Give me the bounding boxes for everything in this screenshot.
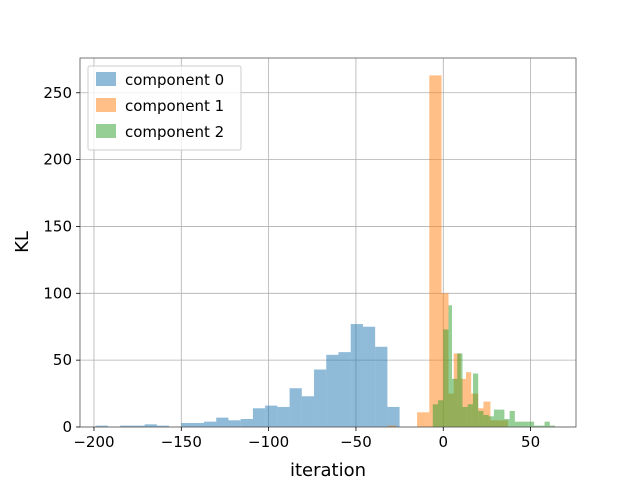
legend-box	[87, 65, 242, 151]
histogram-bar	[132, 425, 145, 427]
series-0-bars	[95, 324, 400, 427]
legend: component 0 component 1 component 2	[87, 65, 242, 151]
y-tick-label: 150	[43, 217, 72, 235]
histogram-bar	[467, 404, 473, 427]
histogram-bars	[95, 75, 556, 427]
histogram-bar	[488, 416, 494, 427]
histogram-bar	[483, 414, 489, 427]
histogram-bar	[289, 388, 302, 427]
histogram-bar	[156, 425, 170, 427]
x-axis-label: iteration	[290, 460, 366, 480]
histogram-bar	[460, 378, 466, 427]
y-tick-label: 50	[53, 351, 72, 369]
histogram-bar	[544, 421, 550, 427]
histogram-bar	[265, 405, 278, 427]
legend-label: component 2	[125, 123, 224, 141]
y-tick-label: 100	[43, 284, 72, 302]
histogram-bar	[432, 404, 439, 427]
histogram-bar	[204, 421, 217, 427]
legend-label: component 1	[125, 97, 224, 115]
histogram-bar	[95, 425, 108, 427]
histogram-bar	[429, 75, 442, 427]
y-axis-ticks: 0 50 100 150 200 250	[43, 84, 80, 436]
legend-swatch	[96, 72, 116, 86]
y-axis-label: KL	[12, 231, 33, 253]
histogram-bar	[240, 418, 253, 427]
histogram-bar	[301, 396, 315, 427]
histogram-bar	[326, 354, 339, 427]
histogram-bar	[181, 422, 204, 427]
legend-swatch	[96, 98, 116, 112]
histogram-bar	[452, 378, 458, 427]
histogram-bar	[314, 369, 327, 427]
x-axis-ticks: −200 −150 −100 −50 0 50	[73, 427, 540, 451]
histogram-bar	[493, 409, 500, 427]
histogram-bar	[443, 329, 449, 427]
x-tick-label: −200	[73, 433, 114, 451]
plot-frame	[79, 57, 577, 428]
x-tick-label: 0	[438, 433, 448, 451]
histogram-bar	[465, 372, 472, 427]
legend-label: component 0	[125, 71, 224, 89]
histogram-bar	[438, 400, 444, 427]
histogram-bar	[483, 401, 491, 427]
y-tick-label: 250	[43, 84, 72, 102]
histogram-bar	[277, 406, 290, 427]
histogram-bar	[228, 420, 241, 427]
x-tick-label: −100	[248, 433, 289, 451]
histogram-bar	[362, 326, 376, 427]
histogram-bar	[509, 410, 515, 427]
legend-swatch	[96, 124, 116, 138]
histogram-bar	[534, 425, 540, 427]
histogram-bar	[472, 373, 479, 427]
histogram-bar	[539, 425, 545, 427]
histogram-bar	[478, 410, 484, 427]
histogram-bar	[528, 421, 535, 427]
histogram-bar	[504, 418, 510, 427]
histogram-bar	[387, 425, 397, 427]
histogram-bar	[462, 406, 468, 427]
y-tick-label: 200	[43, 151, 72, 169]
histogram-bar	[417, 412, 430, 427]
histogram-bar	[457, 353, 463, 427]
histogram-bar	[144, 424, 157, 427]
histogram-bar	[499, 409, 505, 427]
histogram-bar	[216, 417, 229, 427]
x-tick-label: −50	[340, 433, 372, 451]
histogram-bar	[387, 406, 400, 427]
x-tick-label: 50	[521, 433, 540, 451]
y-tick-label: 0	[62, 418, 72, 436]
histogram-bar	[338, 352, 351, 427]
histogram-bar	[448, 305, 452, 427]
histogram-bar	[549, 425, 556, 427]
histogram-bar	[350, 324, 363, 427]
x-tick-label: −150	[161, 433, 202, 451]
histogram-bar	[514, 421, 529, 427]
histogram-bar	[375, 346, 388, 427]
histogram-bar	[120, 425, 133, 427]
series-2-bars	[432, 305, 556, 427]
histogram-bar	[252, 408, 266, 427]
